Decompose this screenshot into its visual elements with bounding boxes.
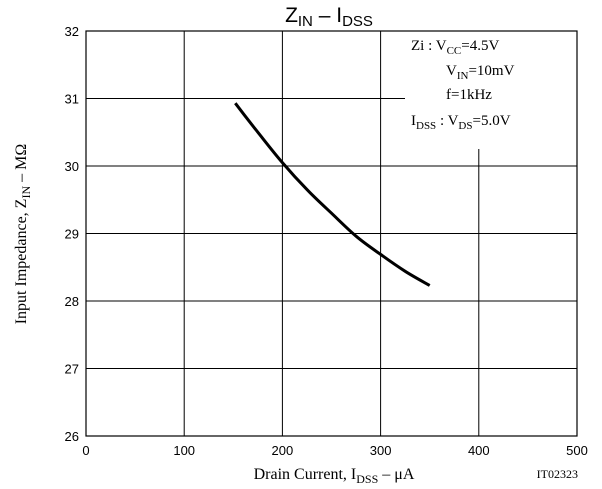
y-tick-label: 28 — [65, 294, 79, 309]
conditions-annotation: Zi : VCC=4.5V VIN=10mV f=1kHz IDSS : VDS… — [411, 38, 515, 132]
condition-vds: IDSS : VDS=5.0V — [411, 113, 511, 132]
x-tick-label: 0 — [82, 443, 89, 458]
x-axis-label: Drain Current, IDSS – μA — [254, 466, 415, 486]
condition-freq: f=1kHz — [446, 87, 492, 103]
plot-frame — [85, 30, 578, 437]
condition-vcc: Zi : VCC=4.5V — [411, 38, 499, 57]
y-tick-label: 26 — [65, 429, 79, 444]
chart-title: ZIN – IDSS — [285, 4, 373, 30]
condition-vin: VIN=10mV — [446, 63, 515, 82]
y-axis-label: Input Impedance, ZIN – MΩ — [13, 144, 33, 325]
figure-code: IT02323 — [537, 467, 578, 481]
y-tick-label: 27 — [65, 362, 79, 377]
x-tick-label: 100 — [173, 443, 195, 458]
series-group — [234, 102, 431, 287]
y-tick-label: 29 — [65, 227, 79, 242]
y-tick-label: 31 — [65, 92, 79, 107]
conditions-box — [405, 31, 577, 149]
y-tick-label: 30 — [65, 159, 79, 174]
series-line — [234, 102, 431, 287]
y-tick-label: 32 — [65, 24, 79, 39]
tick-labels: 0 100 200 300 400 500 26 27 28 29 30 31 32 — [65, 24, 588, 458]
x-tick-label: 300 — [370, 443, 392, 458]
x-tick-label: 500 — [566, 443, 588, 458]
x-tick-label: 400 — [468, 443, 490, 458]
x-tick-label: 200 — [272, 443, 294, 458]
